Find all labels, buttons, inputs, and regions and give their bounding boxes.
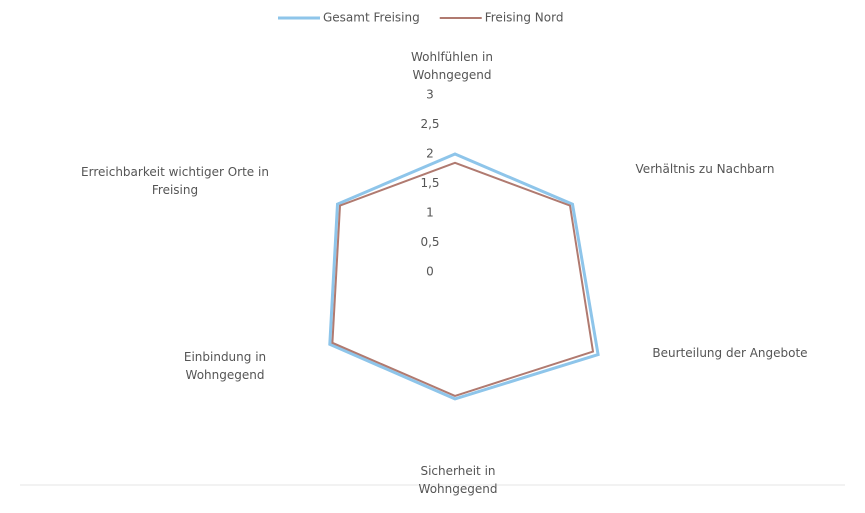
r-tick-label: 0,5 — [420, 235, 439, 249]
category-label: Beurteilung der Angebote — [652, 346, 808, 360]
category-label: Einbindung in Wohngegend — [183, 350, 267, 382]
series-line — [331, 161, 595, 397]
r-tick-label: 0 — [426, 265, 434, 279]
legend-label: Freising Nord — [485, 11, 564, 25]
r-tick-label: 2 — [426, 147, 434, 161]
legend-label: Gesamt Freising — [323, 11, 420, 25]
category-label: Sicherheit in Wohngegend — [418, 464, 498, 496]
category-label: Wohlfühlen in Wohngegend — [411, 50, 493, 82]
series-line — [328, 152, 600, 401]
r-tick-label: 3 — [426, 88, 434, 102]
r-tick-label: 1,5 — [420, 176, 439, 190]
r-tick-label: 2,5 — [420, 117, 439, 131]
category-label: Erreichbarkeit wichtiger Orte in Freisin… — [81, 165, 269, 197]
r-tick-label: 1 — [426, 206, 434, 220]
category-label: Verhältnis zu Nachbarn — [635, 162, 775, 176]
